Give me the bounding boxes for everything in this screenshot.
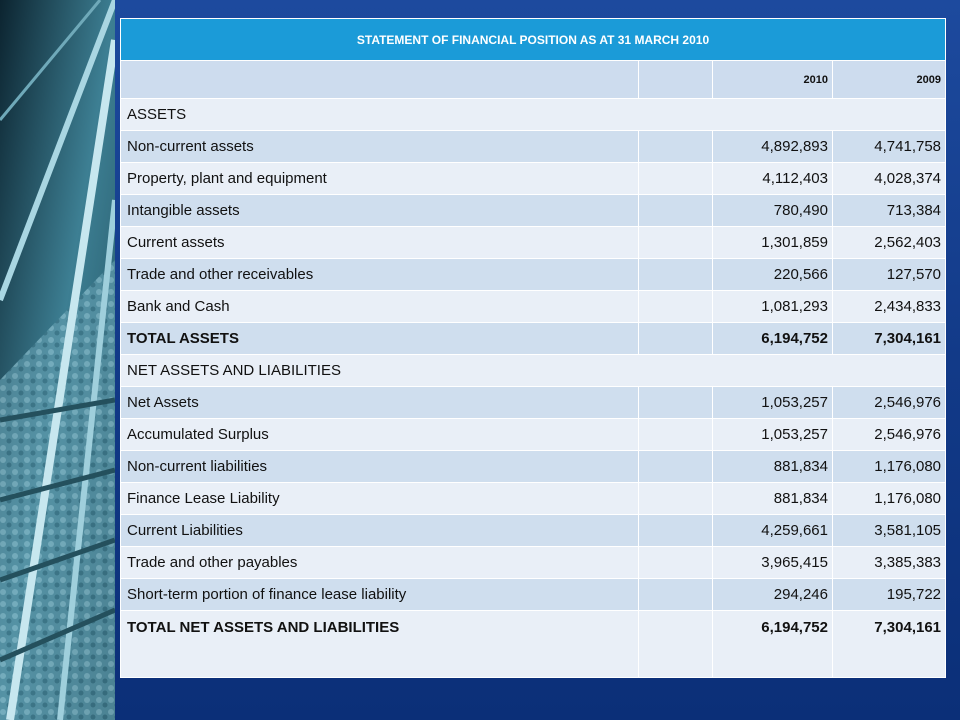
data-row: Trade and other receivables 220,566 127,57… xyxy=(120,258,947,291)
empty-cell xyxy=(638,162,713,195)
row-label: Non-current liabilities xyxy=(120,450,639,483)
row-label: Property, plant and equipment xyxy=(120,162,639,195)
header-cell xyxy=(638,60,713,99)
row-label: Intangible assets xyxy=(120,194,639,227)
empty-cell xyxy=(638,194,713,227)
empty-cell xyxy=(638,514,713,547)
value-cell: 2,546,976 xyxy=(831,418,947,451)
value-cell: 1,053,257 xyxy=(712,418,833,451)
empty-cell xyxy=(638,386,713,419)
data-row: Intangible assets 780,490 713,384 xyxy=(120,194,947,227)
value-cell: 294,246 xyxy=(712,578,833,611)
section-label: NET ASSETS AND LIABILITIES xyxy=(119,354,947,387)
data-row: Short-term portion of finance lease liab… xyxy=(120,578,947,611)
value-cell: 3,581,105 xyxy=(831,514,947,547)
row-label: Current Liabilities xyxy=(120,514,639,547)
data-row: Bank and Cash 1,081,293 2,434,833 xyxy=(120,290,947,323)
value-cell: 6,194,752 xyxy=(712,322,833,355)
value-cell: 7,304,161 xyxy=(831,610,947,678)
value-cell: 4,259,661 xyxy=(712,514,833,547)
row-label: TOTAL NET ASSETS AND LIABILITIES xyxy=(120,610,639,678)
data-row: Property, plant and equipment 4,112,403 4,… xyxy=(120,162,947,195)
header-cell xyxy=(120,60,639,99)
empty-cell xyxy=(638,610,713,678)
data-row: Trade and other payables 3,965,415 3,385,3… xyxy=(120,546,947,579)
table-title: STATEMENT OF FINANCIAL POSITION AS AT 31… xyxy=(119,18,947,61)
value-cell: 881,834 xyxy=(712,450,833,483)
row-label: Current assets xyxy=(120,226,639,259)
value-cell: 1,301,859 xyxy=(712,226,833,259)
empty-cell xyxy=(638,130,713,163)
column-header: 2009 xyxy=(831,60,947,99)
data-row: Non-current liabilities 881,834 1,176,080 xyxy=(120,450,947,483)
value-cell: 2,434,833 xyxy=(831,290,947,323)
empty-cell xyxy=(638,226,713,259)
row-label: Short-term portion of finance lease liab… xyxy=(120,578,639,611)
row-label: Trade and other receivables xyxy=(120,258,639,291)
column-header-row: 2010 2009 xyxy=(120,60,947,99)
data-row: TOTAL ASSETS 6,194,752 7,304,161 xyxy=(120,322,947,355)
value-cell: 1,053,257 xyxy=(712,386,833,419)
value-cell: 220,566 xyxy=(712,258,833,291)
empty-cell xyxy=(638,290,713,323)
data-row: Current assets 1,301,859 2,562,403 xyxy=(120,226,947,259)
empty-cell xyxy=(638,322,713,355)
row-label: Non-current assets xyxy=(120,130,639,163)
value-cell: 1,176,080 xyxy=(831,450,947,483)
value-cell: 2,562,403 xyxy=(831,226,947,259)
empty-cell xyxy=(638,450,713,483)
value-cell: 1,176,080 xyxy=(831,482,947,515)
data-row: TOTAL NET ASSETS AND LIABILITIES 6,194,75… xyxy=(120,610,947,678)
empty-cell xyxy=(638,546,713,579)
financial-table: STATEMENT OF FINANCIAL POSITION AS AT 31… xyxy=(119,18,947,678)
section-row: NET ASSETS AND LIABILITIES xyxy=(119,354,947,387)
value-cell: 4,741,758 xyxy=(831,130,947,163)
value-cell: 780,490 xyxy=(712,194,833,227)
data-row: Non-current assets 4,892,893 4,741,758 xyxy=(120,130,947,163)
value-cell: 195,722 xyxy=(831,578,947,611)
row-label: Trade and other payables xyxy=(120,546,639,579)
value-cell: 4,028,374 xyxy=(831,162,947,195)
value-cell: 3,385,383 xyxy=(831,546,947,579)
value-cell: 6,194,752 xyxy=(712,610,833,678)
title-row: STATEMENT OF FINANCIAL POSITION AS AT 31… xyxy=(119,18,947,61)
data-row: Finance Lease Liability 881,834 1,176,080 xyxy=(120,482,947,515)
column-header: 2010 xyxy=(712,60,833,99)
section-row: ASSETS xyxy=(119,98,947,131)
data-row: Accumulated Surplus 1,053,257 2,546,976 xyxy=(120,418,947,451)
empty-cell xyxy=(638,578,713,611)
value-cell: 881,834 xyxy=(712,482,833,515)
table-body: STATEMENT OF FINANCIAL POSITION AS AT 31… xyxy=(119,18,947,678)
empty-cell xyxy=(638,258,713,291)
value-cell: 1,081,293 xyxy=(712,290,833,323)
data-row: Net Assets 1,053,257 2,546,976 xyxy=(120,386,947,419)
empty-cell xyxy=(638,482,713,515)
row-label: Finance Lease Liability xyxy=(120,482,639,515)
rail-image xyxy=(0,0,115,720)
row-label: Accumulated Surplus xyxy=(120,418,639,451)
row-label: Bank and Cash xyxy=(120,290,639,323)
value-cell: 4,892,893 xyxy=(712,130,833,163)
value-cell: 2,546,976 xyxy=(831,386,947,419)
row-label: TOTAL ASSETS xyxy=(120,322,639,355)
empty-cell xyxy=(638,418,713,451)
value-cell: 713,384 xyxy=(831,194,947,227)
section-label: ASSETS xyxy=(119,98,947,131)
value-cell: 3,965,415 xyxy=(712,546,833,579)
value-cell: 4,112,403 xyxy=(712,162,833,195)
value-cell: 127,570 xyxy=(831,258,947,291)
data-row: Current Liabilities 4,259,661 3,581,105 xyxy=(120,514,947,547)
value-cell: 7,304,161 xyxy=(831,322,947,355)
row-label: Net Assets xyxy=(120,386,639,419)
